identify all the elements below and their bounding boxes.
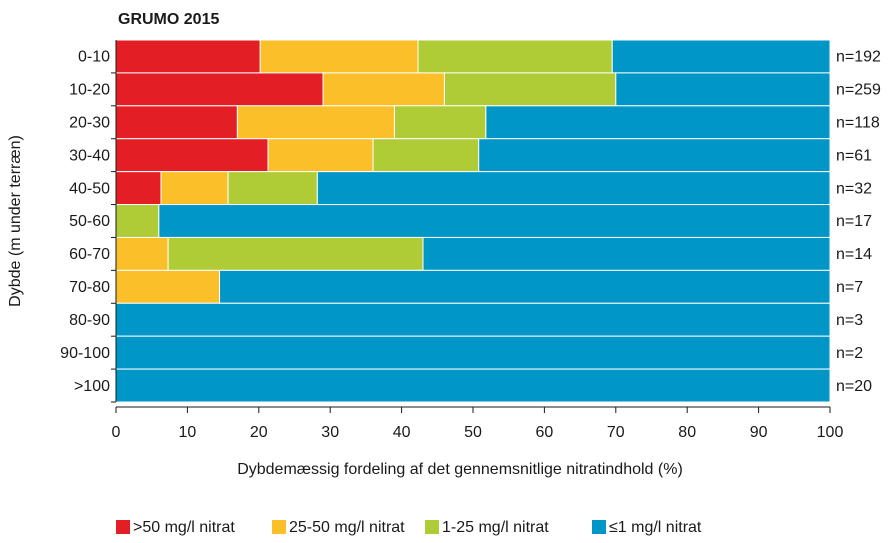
y-tick-label: 10-20 <box>69 82 110 99</box>
y-tick-label: 40-50 <box>69 180 110 197</box>
x-tick-label: 80 <box>678 424 696 441</box>
x-tick-label: 40 <box>393 424 411 441</box>
y-tick-label: 30-40 <box>69 147 110 164</box>
x-tick-label: 0 <box>112 424 121 441</box>
bar-segment <box>227 171 318 206</box>
bar-segment <box>422 236 831 271</box>
y-tick-label: >100 <box>74 378 110 395</box>
bar-segment <box>443 72 617 107</box>
n-label: n=17 <box>836 213 872 230</box>
bar-segment <box>236 105 395 140</box>
x-axis-label: Dybdemæssig fordeling af det gennemsnitl… <box>237 461 683 478</box>
y-tick-label: 50-60 <box>69 213 110 230</box>
n-label: n=2 <box>836 345 863 362</box>
legend-label: 25-50 mg/l nitrat <box>289 519 405 536</box>
bar-segment <box>615 72 831 107</box>
n-label: n=259 <box>836 82 881 99</box>
x-tick-label: 30 <box>321 424 339 441</box>
bar-segment <box>316 171 831 206</box>
bar-segment <box>115 39 261 74</box>
x-tick-label: 60 <box>536 424 554 441</box>
bar-segment <box>485 105 831 140</box>
n-label: n=192 <box>836 49 881 66</box>
x-tick-label: 100 <box>817 424 844 441</box>
y-tick-label: 70-80 <box>69 279 110 296</box>
legend-swatch <box>592 520 606 534</box>
bar-segment <box>417 39 613 74</box>
bar-segment <box>115 72 324 107</box>
legend-swatch <box>425 520 439 534</box>
x-tick-label: 50 <box>464 424 482 441</box>
bar-segment <box>115 105 238 140</box>
bar-segment <box>167 236 424 271</box>
legend-swatch <box>272 520 286 534</box>
legend-label: ≤1 mg/l nitrat <box>609 519 702 536</box>
n-label: n=14 <box>836 246 872 263</box>
legend-swatch <box>116 520 130 534</box>
bar-segment <box>611 39 831 74</box>
bar-segment <box>115 368 831 403</box>
bar-segment <box>160 171 229 206</box>
bar-segment <box>115 138 269 173</box>
bar-segment <box>158 204 831 238</box>
bar-segment <box>393 105 487 140</box>
bar-segment <box>115 302 831 337</box>
bar-segment <box>259 39 419 74</box>
bar-segment <box>115 269 221 304</box>
bar-segment <box>267 138 374 173</box>
y-axis-label: Dybde (m under terræn) <box>7 135 24 307</box>
x-tick-label: 90 <box>750 424 768 441</box>
y-tick-label: 80-90 <box>69 312 110 329</box>
legend-label: 1-25 mg/l nitrat <box>442 519 549 536</box>
x-tick-label: 70 <box>607 424 625 441</box>
bar-segment <box>115 236 169 271</box>
bar-segment <box>115 171 162 206</box>
n-label: n=118 <box>836 114 880 131</box>
y-tick-label: 60-70 <box>69 246 110 263</box>
bar-segment <box>478 138 831 173</box>
x-tick-label: 20 <box>250 424 268 441</box>
n-label: n=7 <box>836 279 863 296</box>
n-label: n=20 <box>836 378 872 395</box>
n-label: n=3 <box>836 312 863 329</box>
bar-segment <box>115 204 160 238</box>
x-tick-label: 10 <box>179 424 197 441</box>
y-tick-label: 0-10 <box>78 49 110 66</box>
chart-title: GRUMO 2015 <box>118 11 219 28</box>
bar-segment <box>219 269 831 304</box>
n-label: n=61 <box>836 147 872 164</box>
bar-segment <box>322 72 445 107</box>
bar-segment <box>115 335 831 370</box>
n-label: n=32 <box>836 180 872 197</box>
y-tick-label: 90-100 <box>60 345 110 362</box>
y-tick-label: 20-30 <box>69 114 110 131</box>
bar-segment <box>372 138 480 173</box>
legend-label: >50 mg/l nitrat <box>133 519 235 536</box>
